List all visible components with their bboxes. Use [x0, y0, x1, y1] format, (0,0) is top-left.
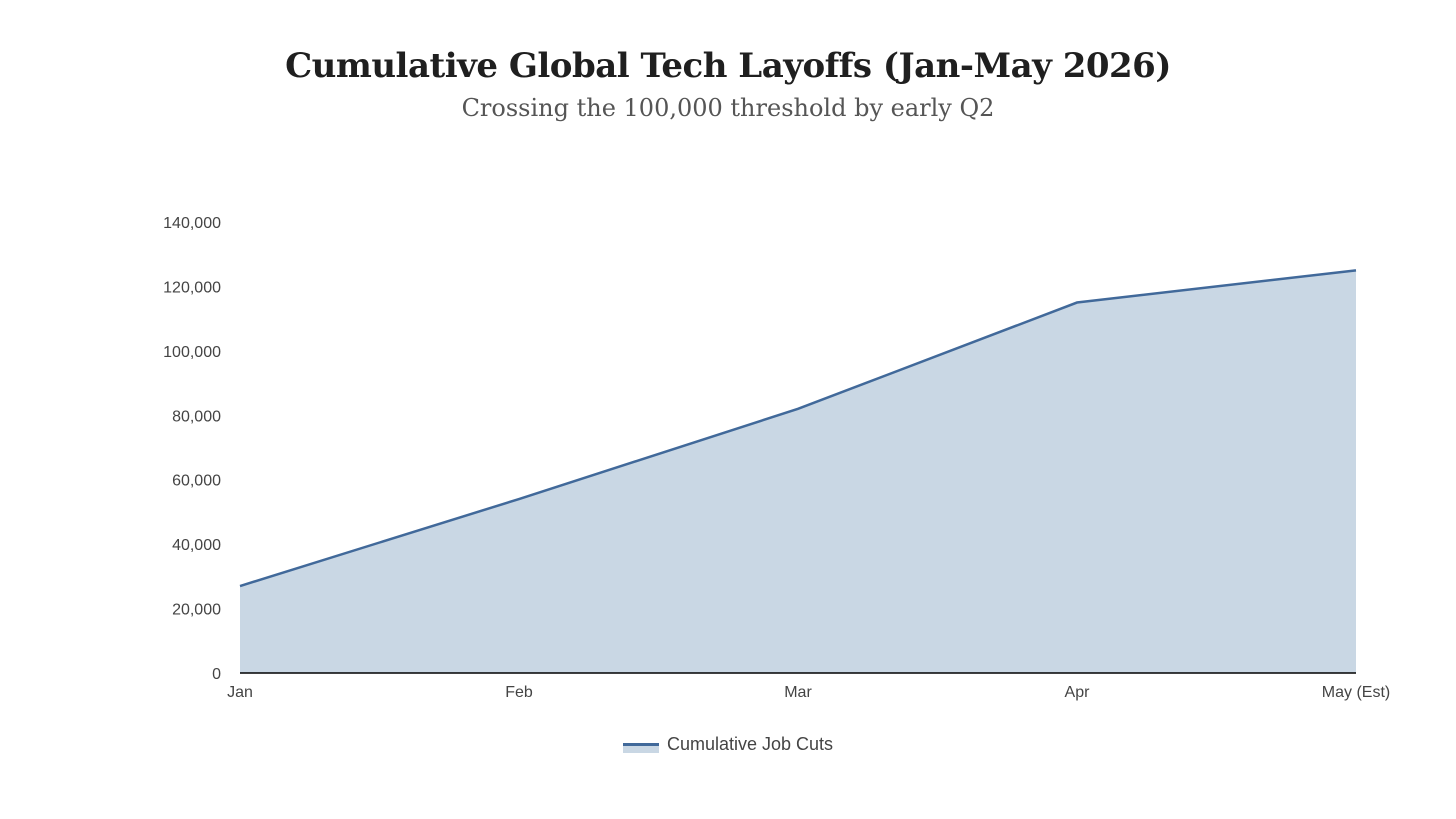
legend-swatch — [622, 742, 659, 753]
y-tick-label: 40,000 — [172, 537, 221, 554]
x-tick-label: Feb — [505, 684, 533, 701]
x-tick-label: Apr — [1065, 684, 1091, 701]
y-axis-ticks: 0 20,000 40,000 60,000 80,000 100,000 120,000 1… — [163, 215, 221, 683]
x-tick-label: Mar — [784, 684, 812, 701]
data-point — [795, 406, 801, 412]
chart-subtitle: Crossing the 100,000 threshold by early … — [461, 94, 995, 122]
data-point — [1074, 300, 1080, 306]
y-tick-label: 80,000 — [172, 408, 221, 425]
chart-title: Cumulative Global Tech Layoffs (Jan-May … — [285, 46, 1171, 86]
data-point — [1353, 267, 1359, 273]
y-tick-label: 120,000 — [163, 279, 221, 296]
data-point — [516, 496, 522, 502]
x-tick-label: May (Est) — [1322, 684, 1390, 701]
plot-area — [237, 267, 1359, 674]
legend-label: Cumulative Job Cuts — [666, 734, 834, 754]
data-point — [237, 583, 243, 589]
series-area — [240, 270, 1356, 673]
y-tick-label: 140,000 — [163, 215, 221, 232]
legend: Cumulative Job Cuts — [0, 734, 1456, 755]
series-line — [239, 269, 1357, 588]
x-axis-ticks: Jan Feb Mar Apr May (Est) — [227, 684, 1390, 701]
x-tick-label: Jan — [227, 684, 253, 701]
y-tick-label: 60,000 — [172, 473, 221, 490]
y-tick-label: 100,000 — [163, 344, 221, 361]
y-tick-label: 0 — [212, 666, 221, 683]
y-tick-label: 20,000 — [172, 602, 221, 619]
